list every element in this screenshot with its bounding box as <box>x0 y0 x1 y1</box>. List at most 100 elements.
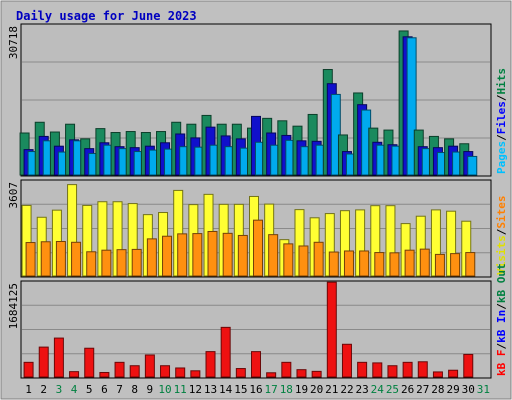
legend-entry: Hits <box>495 68 508 95</box>
bar-sites <box>374 252 385 277</box>
x-tick-label: 27 <box>416 383 429 396</box>
bar-kb-f <box>357 361 368 378</box>
x-tick-label: 20 <box>310 383 323 396</box>
x-tick-label: 6 <box>101 383 108 396</box>
bar-pages <box>467 155 478 176</box>
legend-entry: kB Out <box>495 263 508 303</box>
bar-sites <box>450 253 461 277</box>
bar-sites <box>328 251 339 277</box>
bar-pages <box>406 37 417 176</box>
bar-kb-f <box>463 353 474 378</box>
bar-kb-f <box>160 365 171 378</box>
bar-sites <box>313 241 324 277</box>
bar-sites <box>207 230 218 277</box>
panel-kbf_kbin_kbout: 1684125 kB F/kB In/kB Out <box>7 263 508 379</box>
x-tick-label: 4 <box>71 383 78 396</box>
x-tick-label: 12 <box>189 383 202 396</box>
bar-kb-f <box>417 361 428 378</box>
bar-kb-f <box>266 372 277 378</box>
bar-sites <box>25 242 36 277</box>
bar-sites <box>101 249 112 277</box>
x-axis: 1 2 3 4 5 6 7 8 9 10 11 12 13 14 15 16 17 18 19 20 21 22 23 24 2… <box>25 383 490 396</box>
x-tick-label: 18 <box>280 383 293 396</box>
chart-panels: 30718Pages/Files/Hits3607Visits/Sites168… <box>7 23 508 379</box>
x-tick-label: 14 <box>219 383 233 396</box>
x-tick-label: 28 <box>431 383 444 396</box>
legend-entry: / <box>495 303 508 310</box>
chart-title: Daily usage for June 2023 <box>16 9 197 23</box>
panel-max-label: 1684125 <box>7 283 20 329</box>
bar-sites <box>268 234 279 277</box>
panel-legend: kB F/kB In/kB Out <box>495 263 508 376</box>
bar-kb-f <box>99 371 110 378</box>
bar-kb-f <box>402 361 413 378</box>
x-tick-label: 25 <box>386 383 399 396</box>
bar-sites <box>404 249 415 277</box>
legend-entry: Pages <box>495 141 508 174</box>
bar-kb-f <box>114 361 125 378</box>
panel-legend: Pages/Files/Hits <box>495 68 508 174</box>
bar-kb-f <box>175 367 186 378</box>
x-tick-label: 19 <box>295 383 308 396</box>
panel-visits_sites: 3607 Visits/Sites <box>7 179 508 278</box>
bar-kb-f <box>448 369 459 378</box>
x-tick-label: 24 <box>371 383 385 396</box>
bar-kb-f <box>296 369 307 378</box>
bar-kb-f <box>53 337 64 378</box>
x-tick-label: 11 <box>174 383 187 396</box>
bar-sites <box>237 234 248 277</box>
bar-sites <box>146 238 157 277</box>
legend-entry: kB F <box>495 350 508 377</box>
bar-sites <box>465 252 476 277</box>
panel-max-label: 30718 <box>7 26 20 59</box>
bar-kb-f <box>220 326 231 378</box>
x-tick-label: 3 <box>56 383 63 396</box>
legend-entry: Visits <box>495 235 508 275</box>
bar-sites <box>359 250 370 277</box>
bar-kb-f <box>205 351 216 378</box>
legend-entry: Files <box>495 101 508 134</box>
bar-kb-f <box>129 365 140 378</box>
legend-entry: / <box>495 228 508 235</box>
bar-sites <box>419 248 430 277</box>
bar-kb-f <box>311 370 322 378</box>
bar-kb-f <box>387 365 398 378</box>
x-tick-label: 16 <box>249 383 262 396</box>
bar-sites <box>162 235 173 277</box>
bar-sites <box>434 253 445 277</box>
bar-sites <box>40 241 51 277</box>
legend-entry: / <box>495 94 508 101</box>
x-tick-label: 9 <box>147 383 154 396</box>
x-tick-label: 22 <box>340 383 353 396</box>
panel-max-label: 3607 <box>7 182 20 209</box>
x-tick-label: 8 <box>131 383 138 396</box>
legend-entry: / <box>495 343 508 350</box>
bar-sites <box>283 243 294 277</box>
x-tick-label: 30 <box>462 383 475 396</box>
bar-kb-f <box>144 354 155 378</box>
x-tick-label: 17 <box>265 383 278 396</box>
x-tick-label: 10 <box>158 383 171 396</box>
bar-kb-f <box>432 371 443 378</box>
bar-kb-f <box>190 370 201 378</box>
bar-kb-f <box>326 281 337 378</box>
bar-kb-f <box>38 346 49 378</box>
bar-sites <box>389 252 400 277</box>
x-tick-label: 15 <box>234 383 247 396</box>
panel-legend: Visits/Sites <box>495 196 508 276</box>
bar-kb-f <box>69 371 80 378</box>
bar-kb-f <box>341 343 352 378</box>
bar-sites <box>192 233 203 277</box>
bar-sites <box>222 232 233 277</box>
x-tick-label: 23 <box>356 383 369 396</box>
x-tick-label: 7 <box>116 383 123 396</box>
bar-sites <box>343 250 354 277</box>
bar-kb-f <box>281 361 292 378</box>
bar-sites <box>86 251 97 277</box>
x-tick-label: 29 <box>446 383 459 396</box>
bar-sites <box>71 241 82 277</box>
bar-sites <box>298 245 309 277</box>
